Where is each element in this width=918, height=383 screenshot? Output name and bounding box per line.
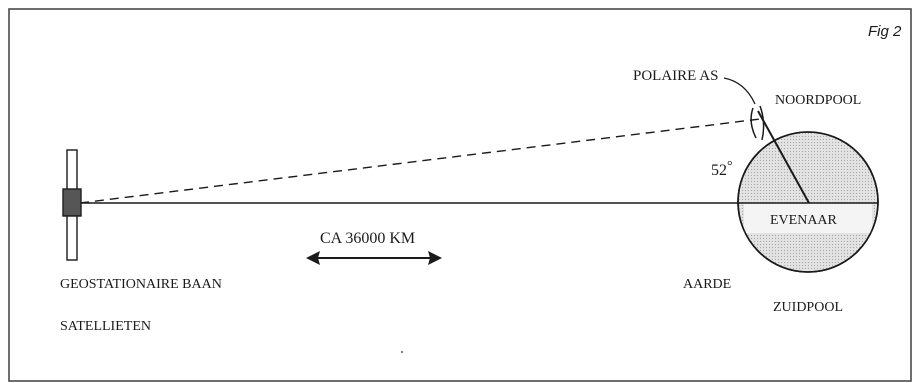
- satellite-icon: [62, 149, 82, 261]
- orbit-label: GEOSTATIONAIRE BAAN: [60, 277, 222, 292]
- angle-label: 52°: [711, 159, 733, 179]
- distance-arrow: [306, 251, 442, 265]
- equator-label: EVENAAR: [770, 213, 838, 228]
- polar-axis-pointer: [723, 77, 756, 105]
- polar-axis-line: [757, 110, 810, 204]
- earth-label: AARDE: [683, 277, 731, 292]
- equator-band: [744, 203, 872, 233]
- distance-label: CA 36000 KM: [320, 230, 415, 247]
- south-pole-label: ZUIDPOOL: [773, 300, 843, 315]
- dish-icon: [750, 105, 765, 141]
- figure-label: Fig 2: [868, 23, 902, 40]
- north-pole-label: NOORDPOOL: [775, 93, 861, 108]
- scan-speck: [401, 351, 403, 353]
- satellites-label: SATELLIETEN: [60, 319, 151, 334]
- polar-axis-label: POLAIRE AS: [633, 68, 718, 84]
- line-of-sight: [79, 118, 761, 204]
- angle-unit: °: [727, 159, 733, 174]
- frame-border: [8, 8, 912, 382]
- angle-value: 52: [711, 162, 727, 179]
